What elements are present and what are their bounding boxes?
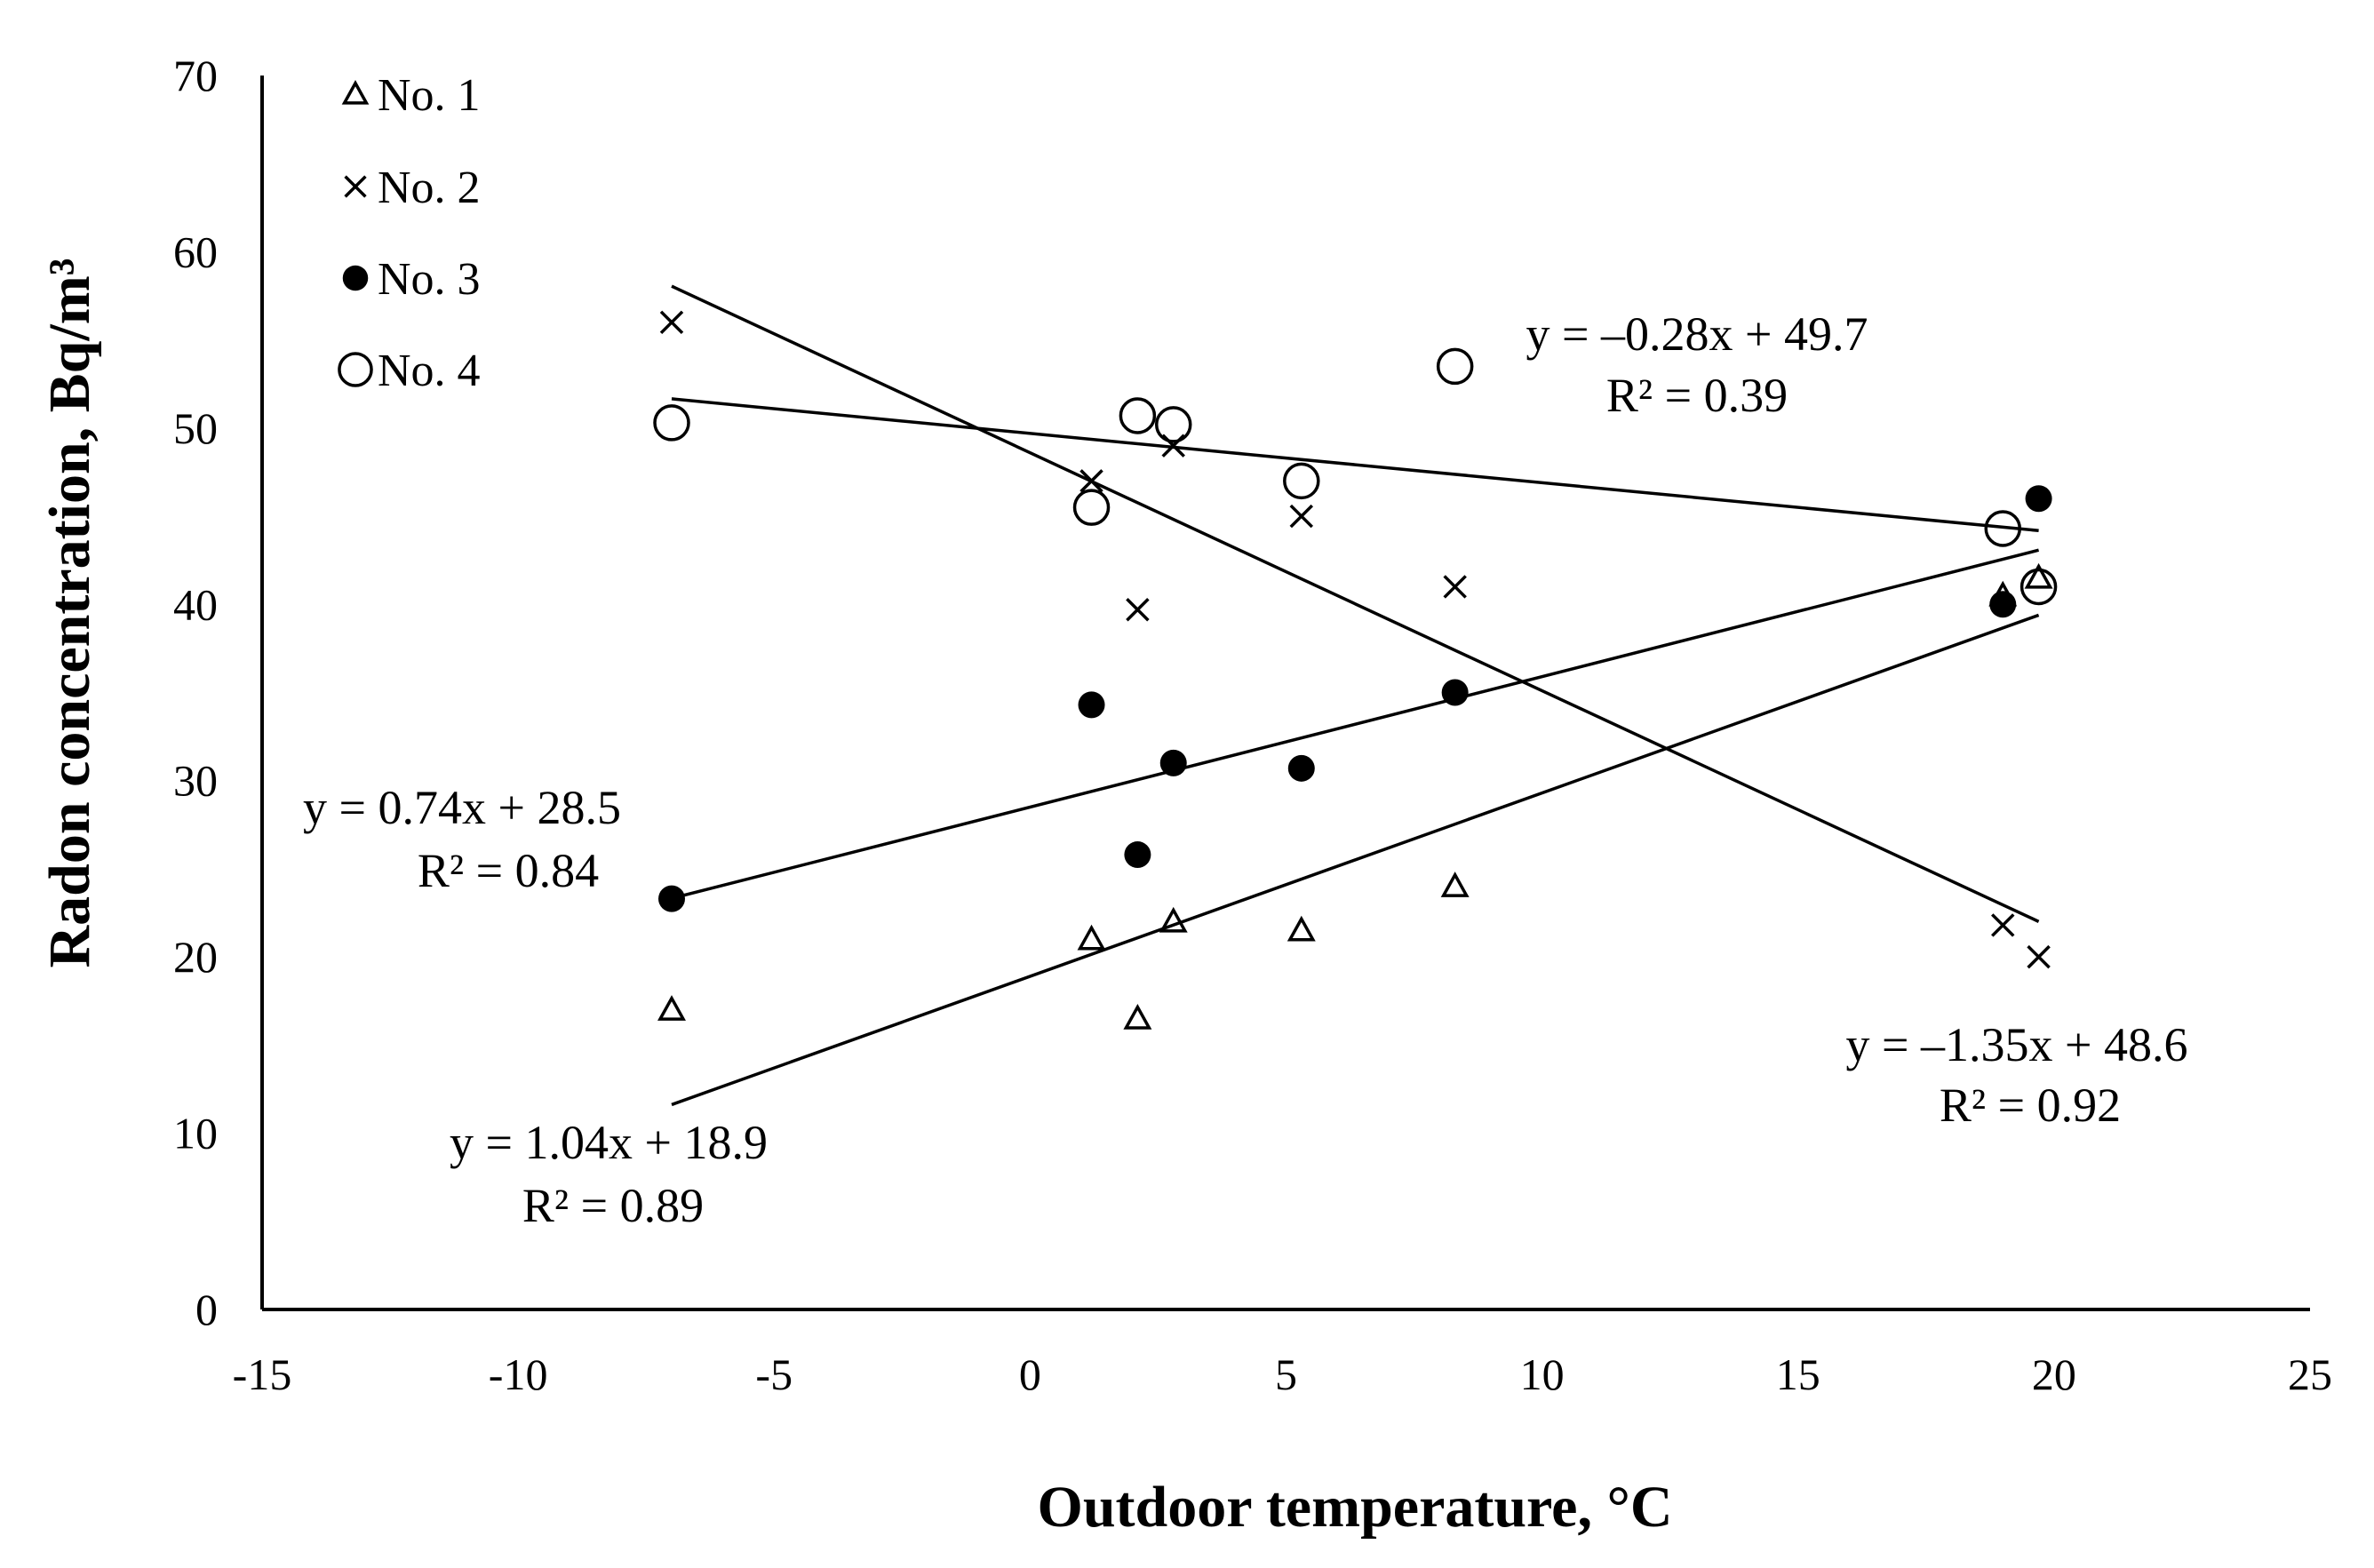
legend-marker-no4 xyxy=(338,352,373,387)
point-no3 xyxy=(2025,485,2052,513)
y-tick-label: 60 xyxy=(173,227,218,276)
equation-labels: y = –0.28x + 49.7 R² = 0.39 y = 0.74x + … xyxy=(303,307,2187,1232)
point-no2 xyxy=(2027,944,2051,969)
legend-marker-no3 xyxy=(342,265,369,291)
legend-label-no2: No. 2 xyxy=(378,163,481,213)
x-tick-label: 5 xyxy=(1275,1349,1297,1399)
r2-no4: R² = 0.39 xyxy=(1606,369,1788,422)
y-tick-label: 20 xyxy=(173,932,218,982)
x-tick-label: -5 xyxy=(755,1349,793,1399)
x-tick-label: 10 xyxy=(1520,1349,1565,1399)
x-tick-label: 25 xyxy=(2288,1349,2332,1399)
point-no1 xyxy=(1287,915,1316,942)
r2-no1: R² = 0.89 xyxy=(522,1179,704,1232)
legend-marker-no2 xyxy=(344,175,367,198)
y-tick-label: 10 xyxy=(173,1109,218,1158)
x-tick-label: 0 xyxy=(1019,1349,1041,1399)
legend-label-no4: No. 4 xyxy=(378,346,481,396)
trendlines xyxy=(671,284,2040,1107)
point-no2 xyxy=(1289,504,1314,529)
y-tick-label: 30 xyxy=(173,756,218,806)
x-tick-label: -15 xyxy=(233,1349,292,1399)
eq-no1: y = 1.04x + 18.9 xyxy=(450,1116,768,1169)
y-tick-label: 0 xyxy=(195,1285,218,1334)
x-tick-label: 15 xyxy=(1776,1349,1820,1399)
point-no3 xyxy=(1287,754,1315,782)
point-no4 xyxy=(1119,397,1157,434)
x-axis-title: Outdoor temperature, °C xyxy=(1037,1475,1672,1540)
eq-no4: y = –0.28x + 49.7 xyxy=(1526,307,1868,361)
point-no3 xyxy=(1078,691,1105,719)
point-no1 xyxy=(1159,906,1188,933)
point-no4 xyxy=(653,404,690,442)
legend-label-no1: No. 1 xyxy=(378,70,481,121)
y-tick-label: 70 xyxy=(173,51,218,100)
eq-no3: y = 0.74x + 28.5 xyxy=(303,781,621,834)
y-axis-title: Radon concentration, Bq/m³ xyxy=(37,259,102,968)
legend: No. 1 No. 2 No. 3 No. 4 xyxy=(338,70,481,396)
legend-marker-no1 xyxy=(341,80,370,105)
point-no2 xyxy=(1126,598,1150,622)
point-no3 xyxy=(1159,749,1187,776)
x-tick-label: 20 xyxy=(2032,1349,2076,1399)
trendline-no2 xyxy=(671,284,2040,923)
r2-no2: R² = 0.92 xyxy=(1940,1078,2121,1132)
point-no4 xyxy=(1984,510,2021,547)
point-no1 xyxy=(2024,562,2053,589)
point-no2 xyxy=(1991,913,2015,937)
point-no2 xyxy=(1443,575,1467,599)
point-no4 xyxy=(1436,347,1474,386)
point-no4 xyxy=(1072,489,1111,526)
eq-no2: y = –1.35x + 48.6 xyxy=(1846,1018,2188,1071)
trendline-no1 xyxy=(671,613,2040,1107)
point-no4 xyxy=(2019,568,2058,606)
data-points xyxy=(653,310,2058,1030)
point-no4 xyxy=(1154,406,1192,443)
axes: -15 -10 -5 0 5 10 15 20 25 0 10 20 30 40 50 60 70 xyxy=(173,51,2332,1399)
legend-label-no3: No. 3 xyxy=(378,254,481,305)
point-no3 xyxy=(1441,679,1469,706)
point-no3 xyxy=(1989,591,2017,618)
point-no2 xyxy=(659,310,684,335)
point-no1 xyxy=(1077,924,1106,951)
point-no1 xyxy=(1123,1003,1152,1030)
trendline-no3 xyxy=(671,548,2040,900)
x-tick-label: -10 xyxy=(489,1349,548,1399)
point-no1 xyxy=(1440,872,1470,897)
point-no3 xyxy=(1124,841,1151,869)
trendline-no4 xyxy=(671,397,2039,533)
y-tick-label: 40 xyxy=(173,579,218,629)
point-no1 xyxy=(657,995,686,1021)
point-no2 xyxy=(1079,469,1103,493)
point-no4 xyxy=(1283,462,1320,500)
y-tick-label: 50 xyxy=(173,403,218,453)
point-no3 xyxy=(658,885,685,912)
r2-no3: R² = 0.84 xyxy=(418,844,599,897)
